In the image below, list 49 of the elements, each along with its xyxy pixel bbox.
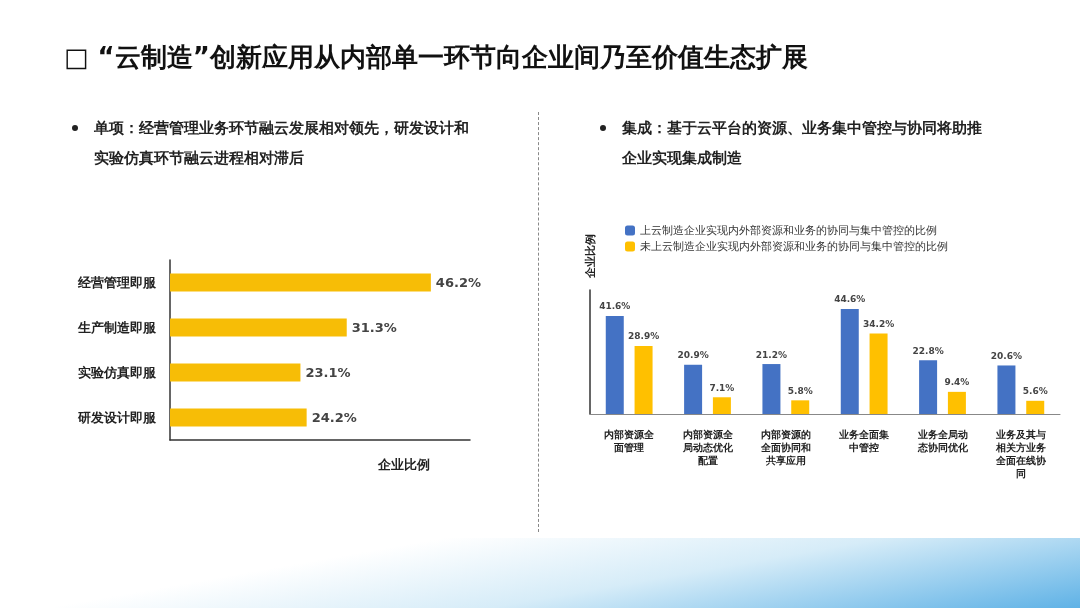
data-label: 44.6% [834, 294, 866, 305]
data-label: 46.2% [435, 275, 481, 290]
x-tick-label: 业务及其与相关方业务全面在线协同 [994, 429, 1047, 479]
x-tick-label: 内部资源全局动态优化配置 [681, 429, 734, 466]
data-label: 31.3% [351, 320, 397, 335]
data-label: 5.8% [787, 385, 813, 396]
bar [170, 363, 301, 382]
bar [684, 364, 703, 414]
data-label: 9.4% [944, 377, 970, 388]
x-tick-label: 内部资源的全面协同和共享应用 [759, 429, 811, 466]
bar [869, 333, 888, 414]
data-label: 23.1% [305, 365, 351, 380]
x-axis-title: 企业比例 [377, 457, 430, 472]
chart-subtitle: 集成：基于云平台的资源、业务集中管控与协同将助推企业实现集成制造 [622, 118, 983, 169]
data-label: 7.1% [709, 382, 735, 393]
chart-title: □ “云制造”创新应用从内部单一环节向企业间乃至价值生态扩展 [64, 41, 809, 74]
bar [170, 318, 347, 337]
bar [997, 365, 1016, 414]
y-tick-label: 生产制造即服 [77, 320, 157, 335]
y-axis-title: 企业比例 [583, 234, 597, 279]
data-label: 20.9% [677, 350, 709, 361]
data-label: 5.6% [1022, 386, 1048, 397]
bar [791, 400, 810, 414]
data-label: 22.8% [912, 345, 944, 356]
bar [840, 308, 859, 414]
chart-subtitle: 单项：经营管理业务环节融云发展相对领先，研发设计和实验仿真环节融云进程相对滞后 [94, 118, 470, 169]
y-tick-label: 研发设计即服 [77, 410, 157, 425]
data-label: 34.2% [862, 318, 895, 329]
bar [170, 408, 307, 427]
bar [919, 360, 938, 414]
legend-label: 未上云制造企业实现内外部资源和业务的协同与集中管控的比例 [640, 240, 948, 253]
data-label: 24.2% [311, 410, 357, 425]
y-tick-label: 实验仿真即服 [78, 365, 157, 380]
bar [634, 345, 653, 414]
data-label: 21.2% [755, 349, 788, 360]
bar [762, 364, 781, 414]
data-label: 28.9% [627, 331, 660, 342]
legend-label: 上云制造企业实现内外部资源和业务的协同与集中管控的比例 [640, 224, 937, 237]
data-label: 41.6% [599, 301, 631, 312]
x-tick-label: 业务全局动态协同优化 [916, 429, 969, 453]
bar [712, 397, 731, 414]
y-tick-label: 经营管理即服 [77, 275, 157, 290]
x-tick-label: 业务全面集中管控 [838, 429, 890, 453]
data-label: 20.6% [990, 350, 1023, 361]
x-tick-label: 内部资源全面管理 [604, 429, 656, 453]
bar [170, 273, 431, 292]
bar [947, 391, 966, 414]
bar [605, 315, 624, 414]
bar [1026, 400, 1045, 414]
